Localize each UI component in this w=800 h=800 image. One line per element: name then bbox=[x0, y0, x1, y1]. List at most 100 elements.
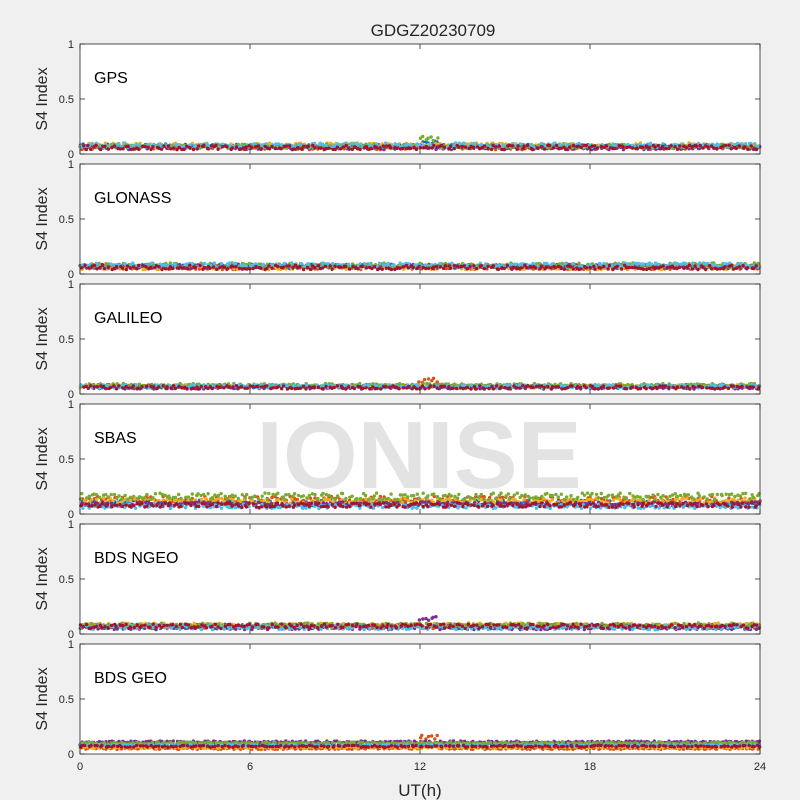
data-point bbox=[344, 264, 348, 269]
data-point bbox=[424, 266, 428, 271]
data-point bbox=[491, 143, 495, 148]
data-point bbox=[408, 146, 413, 151]
data-point bbox=[298, 264, 302, 269]
data-point bbox=[307, 385, 312, 389]
data-point bbox=[151, 145, 155, 149]
data-point bbox=[701, 146, 705, 150]
data-point bbox=[157, 265, 161, 269]
data-point bbox=[607, 383, 611, 387]
data-point bbox=[225, 267, 230, 271]
data-point bbox=[259, 147, 263, 151]
data-point bbox=[401, 386, 406, 390]
plot-area bbox=[80, 284, 760, 394]
data-point bbox=[306, 262, 311, 266]
data-point bbox=[299, 142, 303, 146]
data-point bbox=[86, 386, 90, 390]
data-point bbox=[284, 144, 289, 148]
data-point bbox=[106, 147, 111, 151]
data-point bbox=[432, 143, 436, 148]
data-point bbox=[602, 264, 606, 269]
data-point bbox=[338, 265, 343, 269]
data-point bbox=[239, 144, 243, 148]
data-point bbox=[635, 147, 639, 151]
data-point bbox=[292, 383, 296, 387]
data-point bbox=[749, 144, 753, 148]
data-point bbox=[421, 134, 425, 139]
data-point bbox=[98, 265, 102, 270]
data-point bbox=[202, 262, 207, 266]
data-point bbox=[251, 384, 255, 389]
data-point bbox=[519, 266, 523, 270]
data-point bbox=[584, 266, 589, 270]
data-point bbox=[170, 266, 175, 271]
data-point bbox=[696, 264, 701, 268]
data-point bbox=[165, 385, 169, 389]
panel-label: GLONASS bbox=[94, 190, 171, 207]
data-point bbox=[579, 145, 583, 150]
data-point bbox=[109, 385, 113, 390]
data-point bbox=[146, 145, 150, 149]
data-point bbox=[250, 145, 254, 149]
data-point bbox=[647, 266, 652, 271]
data-point bbox=[276, 385, 280, 389]
data-point bbox=[227, 261, 232, 265]
data-point bbox=[415, 147, 419, 151]
data-point bbox=[551, 146, 556, 150]
data-point bbox=[346, 385, 351, 389]
data-point bbox=[497, 263, 501, 268]
data-point bbox=[562, 267, 566, 271]
data-point bbox=[462, 264, 466, 268]
data-point bbox=[312, 265, 317, 270]
data-point bbox=[215, 267, 219, 271]
data-point bbox=[182, 266, 186, 270]
data-point bbox=[137, 382, 142, 386]
data-point bbox=[423, 387, 427, 391]
data-point bbox=[199, 385, 203, 389]
data-point bbox=[515, 147, 519, 151]
data-point bbox=[617, 143, 621, 148]
data-point bbox=[101, 263, 105, 268]
data-point bbox=[128, 266, 132, 270]
data-point bbox=[516, 144, 520, 148]
data-point bbox=[741, 264, 745, 268]
data-point bbox=[298, 386, 303, 390]
data-point bbox=[287, 264, 291, 268]
data-point bbox=[559, 146, 563, 150]
data-point bbox=[496, 267, 501, 272]
data-point bbox=[375, 386, 379, 391]
data-point bbox=[625, 145, 629, 150]
data-point bbox=[471, 145, 476, 150]
data-point bbox=[159, 147, 164, 151]
data-point bbox=[287, 144, 292, 148]
data-point bbox=[388, 385, 392, 389]
data-point bbox=[539, 145, 543, 149]
data-point bbox=[482, 266, 486, 271]
data-point bbox=[400, 146, 405, 151]
data-point bbox=[378, 146, 382, 150]
data-point bbox=[89, 384, 93, 388]
data-point bbox=[723, 143, 728, 147]
data-point bbox=[554, 143, 559, 148]
data-point bbox=[273, 146, 277, 151]
data-point bbox=[737, 144, 741, 148]
data-point bbox=[715, 267, 720, 271]
data-point bbox=[256, 144, 261, 148]
data-point bbox=[312, 385, 316, 389]
data-point bbox=[714, 146, 719, 151]
data-point bbox=[109, 262, 113, 266]
data-point bbox=[270, 262, 274, 267]
data-point bbox=[140, 385, 144, 389]
data-point bbox=[361, 386, 365, 391]
data-point bbox=[427, 146, 431, 150]
data-point bbox=[327, 146, 331, 150]
data-point bbox=[571, 143, 575, 148]
data-point bbox=[84, 147, 89, 152]
data-points bbox=[78, 134, 762, 152]
data-point bbox=[683, 261, 688, 266]
data-point bbox=[687, 263, 692, 267]
figure-title: GDGZ20230709 bbox=[371, 21, 496, 40]
data-point bbox=[114, 264, 119, 269]
data-point bbox=[381, 144, 385, 148]
data-point bbox=[121, 147, 125, 151]
